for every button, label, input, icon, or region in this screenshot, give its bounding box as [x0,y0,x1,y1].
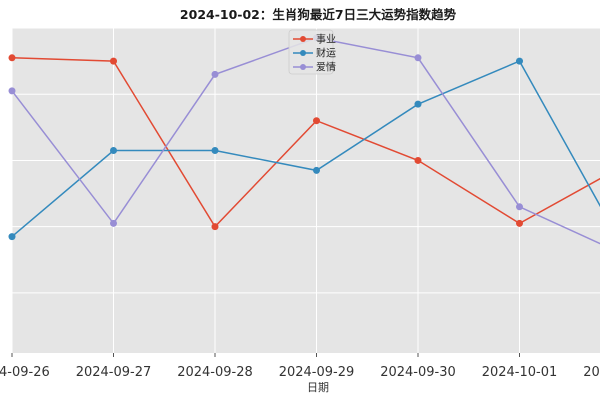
legend-item: 爱情 [293,61,336,74]
legend-label: 财运 [316,47,336,60]
x-tick-label: 2024-09-27 [76,365,152,380]
legend-marker [300,64,306,70]
data-point [110,147,117,155]
data-point [414,54,422,62]
legend-box [288,29,334,75]
data-point [211,223,219,231]
x-tick-label: 2024-10-01 [482,365,558,380]
data-point [211,70,219,78]
grid-lines [11,27,600,353]
data-point [414,156,422,164]
data-point [516,57,523,65]
legend-item: 财运 [293,47,336,60]
data-point [8,87,16,95]
legend-marker [300,36,306,42]
x-tick-label: 2024-09-30 [380,365,456,380]
chart-title: 2024-10-02：生肖狗最近7日三大运势指数趋势 [180,7,457,22]
x-tick-label: 2024-09-29 [279,365,355,380]
legend-marker [300,50,306,56]
x-axis-label: 日期 [307,381,329,394]
series-1 [8,57,600,241]
data-point [516,203,523,211]
plot-area [12,28,600,353]
x-tick-label: 2024-09-28 [177,365,253,380]
data-point [110,219,117,227]
legend-item: 事业 [293,33,336,46]
legend-label: 事业 [316,33,336,46]
data-point [8,233,16,241]
x-tick-label: 2024-10-02 [583,365,600,380]
legend-label: 爱情 [316,61,336,74]
data-point [8,54,16,62]
data-point [516,219,523,227]
data-point [313,117,320,125]
data-point [110,57,117,65]
x-tick-label: 2024-09-26 [0,365,50,380]
data-point [313,166,320,174]
data-point [211,147,219,155]
data-point [414,100,422,108]
series-0 [8,54,600,231]
x-axis-ticks: 2024-09-26 2024-09-27 2024-09-28 2024-09-29… [0,353,600,380]
